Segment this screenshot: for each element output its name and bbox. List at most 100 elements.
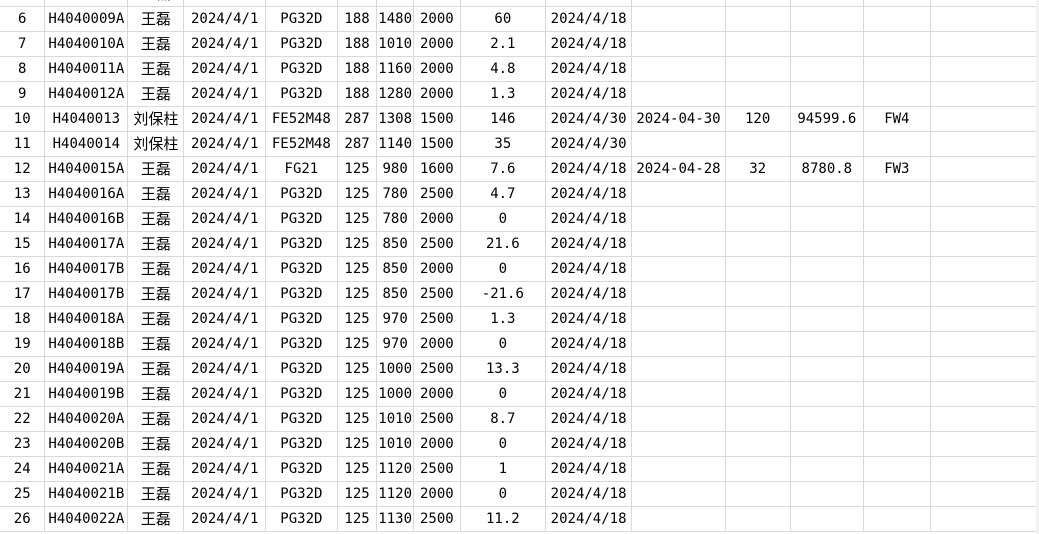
table-cell[interactable] xyxy=(790,31,865,57)
table-cell[interactable] xyxy=(863,456,931,482)
table-cell[interactable] xyxy=(725,356,791,382)
table-cell[interactable]: 2024/4/1 xyxy=(183,206,266,232)
table-cell[interactable]: 2024/4/18 xyxy=(545,431,633,457)
table-cell[interactable]: 7.6 xyxy=(460,156,546,182)
table-cell[interactable] xyxy=(863,506,931,532)
table-cell[interactable] xyxy=(930,156,1039,182)
table-cell[interactable] xyxy=(863,431,931,457)
table-cell[interactable] xyxy=(790,131,865,157)
table-cell[interactable]: H4040016A xyxy=(44,181,129,207)
table-cell[interactable]: 15 xyxy=(0,231,46,257)
table-cell[interactable]: 王磊 xyxy=(127,456,185,482)
table-cell[interactable]: 2024/4/1 xyxy=(183,431,266,457)
table-cell[interactable] xyxy=(863,331,931,357)
table-cell[interactable]: 8.7 xyxy=(460,406,546,432)
table-cell[interactable]: PG32D xyxy=(265,406,338,432)
table-cell[interactable]: 780 xyxy=(376,206,414,232)
table-cell[interactable]: 16 xyxy=(0,256,46,282)
table-cell[interactable]: 1120 xyxy=(376,456,414,482)
table-cell[interactable]: 2500 xyxy=(413,181,461,207)
table-cell[interactable]: H4040021A xyxy=(44,456,129,482)
table-cell[interactable]: 2024/4/18 xyxy=(545,256,633,282)
table-row[interactable]: 14 H4040016B 王磊 2024/4/1 PG32D 125 780 2000 0 202… xyxy=(0,206,1039,232)
table-cell[interactable] xyxy=(460,0,546,7)
table-cell[interactable] xyxy=(790,56,865,82)
table-cell[interactable]: 125 xyxy=(337,306,378,332)
table-cell[interactable]: 125 xyxy=(337,206,378,232)
table-cell[interactable]: 2024/4/18 xyxy=(545,181,633,207)
table-cell[interactable] xyxy=(930,206,1039,232)
table-cell[interactable] xyxy=(725,131,791,157)
table-cell[interactable] xyxy=(863,381,931,407)
table-cell[interactable]: PG32D xyxy=(265,506,338,532)
table-cell[interactable] xyxy=(183,0,266,7)
table-cell[interactable]: 2000 xyxy=(413,31,461,57)
table-cell[interactable]: 2024/4/1 xyxy=(183,6,266,32)
table-cell[interactable]: 20 xyxy=(0,356,46,382)
table-cell[interactable]: 2024/4/18 xyxy=(545,56,633,82)
table-cell[interactable]: H4040019A xyxy=(44,356,129,382)
table-cell[interactable] xyxy=(725,81,791,107)
table-row[interactable]: 12 H4040015A 王磊 2024/4/1 FG21 125 980 1600 7.6 20… xyxy=(0,156,1039,182)
table-cell[interactable]: FW4 xyxy=(863,106,931,132)
table-cell[interactable] xyxy=(790,306,865,332)
table-cell[interactable]: H4040017A xyxy=(44,231,129,257)
table-cell[interactable] xyxy=(725,181,791,207)
table-row[interactable]: 6 H4040009A 王磊 2024/4/1 PG32D 188 1480 2000 60 20… xyxy=(0,6,1039,32)
table-cell[interactable]: 2.1 xyxy=(460,31,546,57)
table-cell[interactable]: 1.3 xyxy=(460,306,546,332)
table-cell[interactable]: 21 xyxy=(0,381,46,407)
table-cell[interactable]: 2024/4/18 xyxy=(545,456,633,482)
table-cell[interactable] xyxy=(863,0,931,7)
table-cell[interactable] xyxy=(930,356,1039,382)
table-cell[interactable]: H4040009A xyxy=(44,6,129,32)
table-cell[interactable]: 2024/4/1 xyxy=(183,306,266,332)
table-cell[interactable] xyxy=(863,231,931,257)
table-cell[interactable] xyxy=(930,456,1039,482)
table-cell[interactable]: 125 xyxy=(337,181,378,207)
table-cell[interactable]: PG32D xyxy=(265,481,338,507)
table-cell[interactable]: 11.2 xyxy=(460,506,546,532)
table-cell[interactable] xyxy=(790,181,865,207)
table-cell[interactable]: H4040018A xyxy=(44,306,129,332)
table-cell[interactable]: 850 xyxy=(376,231,414,257)
table-cell[interactable]: 125 xyxy=(337,331,378,357)
table-cell[interactable]: 王磊 xyxy=(127,0,185,7)
table-cell[interactable] xyxy=(790,0,865,7)
table-cell[interactable] xyxy=(930,106,1039,132)
table-cell[interactable]: 2024/4/1 xyxy=(183,506,266,532)
table-cell[interactable]: 1.3 xyxy=(460,81,546,107)
table-cell[interactable]: 23 xyxy=(0,431,46,457)
table-cell[interactable] xyxy=(863,306,931,332)
table-cell[interactable]: 王磊 xyxy=(127,181,185,207)
table-cell[interactable]: 1010 xyxy=(376,406,414,432)
table-row[interactable]: 7 H4040010A 王磊 2024/4/1 PG32D 188 1010 2000 2.1 2… xyxy=(0,31,1039,57)
table-cell[interactable] xyxy=(790,456,865,482)
table-cell[interactable]: 2500 xyxy=(413,231,461,257)
table-cell[interactable] xyxy=(413,0,461,7)
table-cell[interactable]: FG21 xyxy=(265,156,338,182)
table-row[interactable]: 18 H4040018A 王磊 2024/4/1 PG32D 125 970 2500 1.3 2… xyxy=(0,306,1039,332)
table-cell[interactable]: 2500 xyxy=(413,281,461,307)
table-cell[interactable]: 22 xyxy=(0,406,46,432)
table-cell[interactable]: 1000 xyxy=(376,381,414,407)
table-cell[interactable] xyxy=(863,356,931,382)
table-cell[interactable]: H4040017B xyxy=(44,256,129,282)
table-cell[interactable] xyxy=(863,56,931,82)
table-cell[interactable]: 王磊 xyxy=(127,256,185,282)
table-cell[interactable]: 2500 xyxy=(413,456,461,482)
table-row[interactable]: 26 H4040022A 王磊 2024/4/1 PG32D 125 1130 2500 11.… xyxy=(0,506,1039,532)
table-cell[interactable]: 12 xyxy=(0,156,46,182)
table-cell[interactable] xyxy=(0,0,46,7)
table-cell[interactable]: 2000 xyxy=(413,431,461,457)
table-cell[interactable] xyxy=(44,0,129,7)
table-cell[interactable] xyxy=(790,381,865,407)
table-row[interactable]: 10 H4040013 刘保柱 2024/4/1 FE52M48 287 1308 1500 1… xyxy=(0,106,1039,132)
table-cell[interactable] xyxy=(725,456,791,482)
table-cell[interactable]: 850 xyxy=(376,281,414,307)
table-cell[interactable]: 125 xyxy=(337,256,378,282)
table-cell[interactable] xyxy=(725,6,791,32)
table-cell[interactable]: 125 xyxy=(337,231,378,257)
table-cell[interactable]: 0 xyxy=(460,481,546,507)
table-row[interactable]: 8 H4040011A 王磊 2024/4/1 PG32D 188 1160 2000 4.8 2… xyxy=(0,56,1039,82)
